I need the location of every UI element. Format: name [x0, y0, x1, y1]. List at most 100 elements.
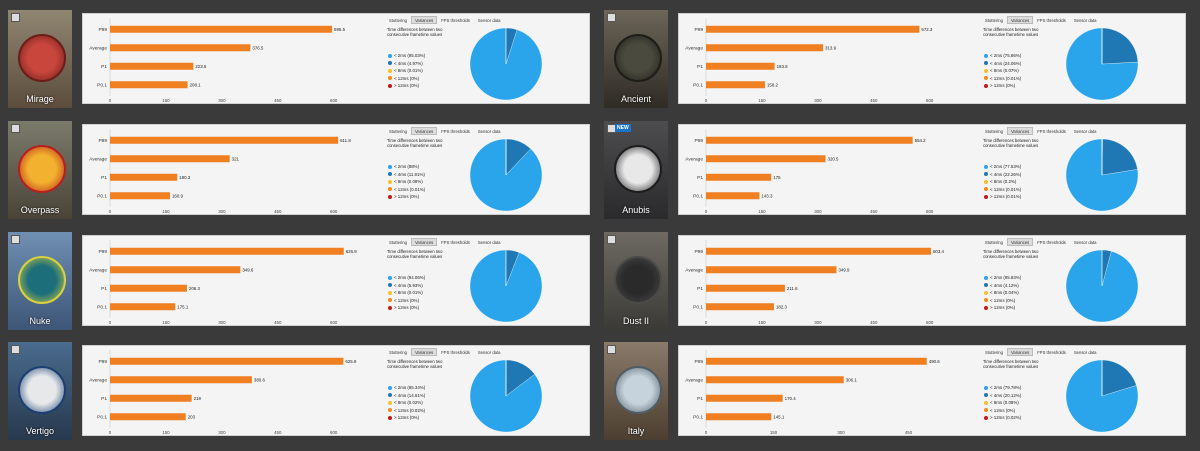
tab-sensor-data[interactable]: Sensor data — [477, 350, 501, 355]
legend-item: < 4ms (22.26%) — [984, 171, 1021, 179]
legend-spacer: ( — [1004, 415, 1008, 421]
x-tick-label: 600 — [330, 430, 338, 435]
tab-sensor-data[interactable]: Sensor data — [477, 240, 501, 245]
variance-legend: < 2ms (85.34%) < 4ms (14.61%) < 8ms (0.02%… — [388, 384, 425, 422]
map-name: Italy — [627, 426, 645, 436]
legend-spacer: ( — [406, 282, 409, 288]
legend-close: ) — [1019, 392, 1022, 398]
x-tick-label: 0 — [109, 209, 112, 214]
tab-fps-thresholds[interactable]: FPS thresholds — [1037, 240, 1066, 245]
legend-swatch — [388, 408, 392, 413]
tab-stuttering[interactable]: Stuttering — [389, 240, 407, 245]
legend-percent: 0% — [411, 297, 418, 303]
tab-sensor-data[interactable]: Sensor data — [1073, 240, 1097, 245]
tab-variances[interactable]: Variances — [410, 127, 438, 135]
legend-swatch — [388, 400, 392, 405]
x-tick-label: 0 — [705, 98, 708, 103]
legend-close: ) — [417, 164, 420, 170]
tab-variances[interactable]: Variances — [1006, 238, 1034, 246]
tab-variances[interactable]: Variances — [410, 16, 438, 24]
tab-stuttering[interactable]: Stuttering — [985, 18, 1003, 23]
legend-bucket: < 2ms — [394, 164, 407, 170]
tab-stuttering[interactable]: Stuttering — [985, 350, 1003, 355]
legend-close: ) — [421, 179, 423, 185]
legend-percent: 0.01% — [1007, 194, 1020, 200]
tab-sensor-data[interactable]: Sensor data — [1073, 18, 1097, 23]
tab-fps-thresholds[interactable]: FPS thresholds — [1037, 129, 1066, 134]
bar-value-label: 349.9 — [838, 267, 850, 272]
tab-sensor-data[interactable]: Sensor data — [477, 18, 501, 23]
legend-close: ) — [1017, 400, 1019, 406]
x-tick-label: 300 — [218, 209, 226, 214]
app-icon — [607, 235, 616, 244]
tab-sensor-data[interactable]: Sensor data — [477, 129, 501, 134]
category-label: Average — [685, 267, 703, 273]
legend-spacer: ( — [1002, 400, 1005, 406]
tab-variances[interactable]: Variances — [410, 238, 438, 246]
tab-variances[interactable]: Variances — [1006, 16, 1034, 24]
tab-stuttering[interactable]: Stuttering — [389, 129, 407, 134]
legend-item: < 4ms (20.12%) — [984, 392, 1021, 400]
legend-item: < 4ms (14.61%) — [388, 392, 425, 400]
variance-legend: < 2ms (79.78%) < 4ms (20.12%) < 8ms (0.08%… — [984, 384, 1021, 422]
legend-percent: 0.01% — [408, 68, 422, 74]
tab-sensor-data[interactable]: Sensor data — [1073, 129, 1097, 134]
tab-stuttering[interactable]: Stuttering — [389, 350, 407, 355]
map-thumbnail: NEW Anubis — [604, 121, 668, 219]
x-axis-label: FPS — [236, 326, 245, 327]
tab-fps-thresholds[interactable]: FPS thresholds — [1037, 350, 1066, 355]
fps-bar — [706, 136, 913, 144]
legend-item: > 12ms (0.01%) — [984, 193, 1021, 201]
map-logo-icon — [18, 145, 66, 193]
chart-tabs: Stuttering Variances FPS thresholds Sensor … — [385, 127, 504, 135]
legend-spacer: ( — [408, 194, 412, 200]
legend-percent: 0% — [411, 83, 418, 89]
tab-fps-thresholds[interactable]: FPS thresholds — [1037, 18, 1066, 23]
tab-variances[interactable]: Variances — [1006, 348, 1034, 356]
legend-bucket: < 8ms — [990, 290, 1003, 296]
map-name: Mirage — [26, 94, 54, 104]
x-axis-label: FPS — [832, 215, 841, 216]
category-label: P0.1 — [97, 193, 107, 199]
tab-sensor-data[interactable]: Sensor data — [1073, 350, 1097, 355]
benchmark-panel: Italy P99 490.6 Average 306.1 P1 170.4 P0.1 145.… — [604, 342, 1186, 440]
tab-variances[interactable]: Variances — [1006, 127, 1034, 135]
tab-stuttering[interactable]: Stuttering — [389, 18, 407, 23]
legend-item: > 12ms (0%) — [984, 304, 1021, 312]
pie-slice — [1065, 138, 1139, 212]
tab-fps-thresholds[interactable]: FPS thresholds — [441, 129, 470, 134]
tab-fps-thresholds[interactable]: FPS thresholds — [441, 240, 470, 245]
legend-percent: 75.86% — [1004, 53, 1020, 59]
app-icon — [11, 124, 20, 133]
map-thumbnail: Mirage — [8, 10, 72, 108]
legend-percent: 95.03% — [408, 53, 424, 59]
benchmark-panel: Dust II P99 603.4 Average 349.9 P1 211.6 P0.1 18… — [604, 232, 1186, 330]
legend-close: ) — [417, 75, 420, 81]
legend-swatch — [984, 164, 988, 169]
legend-close: ) — [1017, 290, 1019, 296]
variance-pie-chart — [469, 249, 543, 323]
x-tick-label: 0 — [705, 320, 708, 325]
legend-percent: 0% — [1007, 297, 1014, 303]
legend-spacer: ( — [406, 171, 409, 177]
variance-description: Time differences between two consecutive… — [387, 138, 443, 148]
legend-close: ) — [1013, 305, 1016, 311]
tab-variances[interactable]: Variances — [410, 348, 438, 356]
tab-fps-thresholds[interactable]: FPS thresholds — [441, 350, 470, 355]
tab-stuttering[interactable]: Stuttering — [985, 240, 1003, 245]
legend-swatch — [984, 393, 988, 398]
x-tick-label: 600 — [330, 98, 338, 103]
legend-swatch — [388, 164, 392, 169]
tab-fps-thresholds[interactable]: FPS thresholds — [441, 18, 470, 23]
legend-bucket: > 12ms — [990, 194, 1005, 200]
legend-close: ) — [417, 194, 420, 200]
legend-close: ) — [1013, 297, 1016, 303]
legend-item: < 8ms (0.01%) — [388, 67, 425, 75]
tab-stuttering[interactable]: Stuttering — [985, 129, 1003, 134]
map-thumbnail: Overpass — [8, 121, 72, 219]
legend-percent: 0% — [411, 305, 418, 311]
bar-value-label: 180.3 — [179, 175, 191, 180]
legend-swatch — [388, 393, 392, 398]
category-label: Average — [685, 156, 703, 162]
legend-swatch — [984, 76, 988, 81]
